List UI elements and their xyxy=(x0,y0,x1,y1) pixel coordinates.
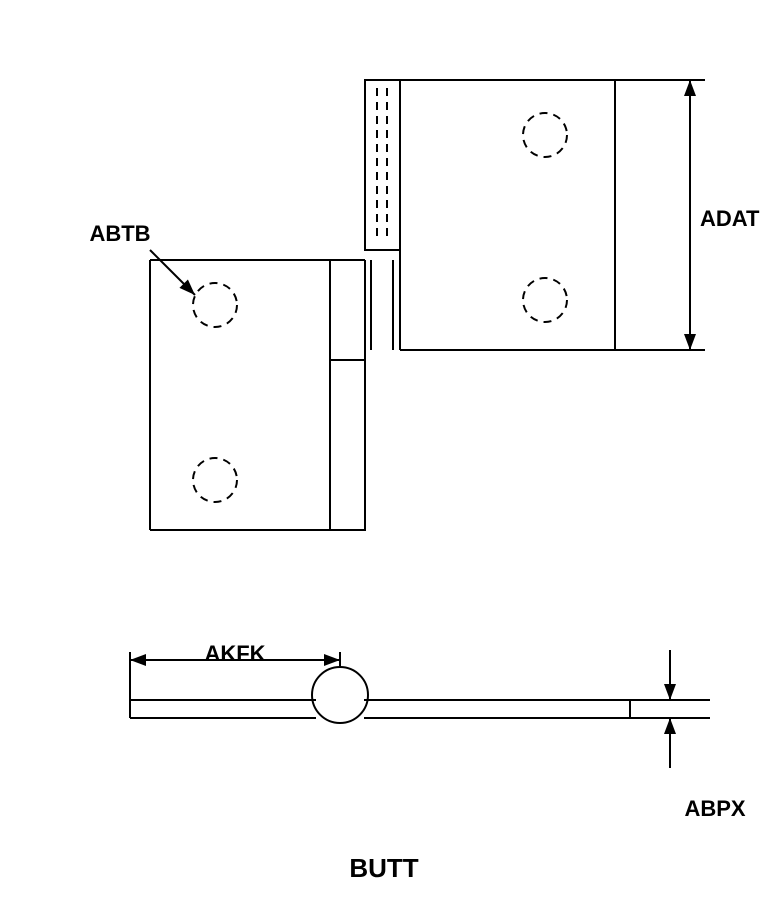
diagram-canvas: ADAT ABTB AKFK ABPX BUTT xyxy=(0,0,769,910)
label-adat: ADAT xyxy=(700,206,760,231)
diagram-svg: ADAT ABTB AKFK ABPX BUTT xyxy=(0,0,769,910)
label-abtb: ABTB xyxy=(89,221,150,246)
label-abpx: ABPX xyxy=(684,796,745,821)
diagram-title: BUTT xyxy=(349,853,418,883)
label-akfk: AKFK xyxy=(204,641,265,666)
